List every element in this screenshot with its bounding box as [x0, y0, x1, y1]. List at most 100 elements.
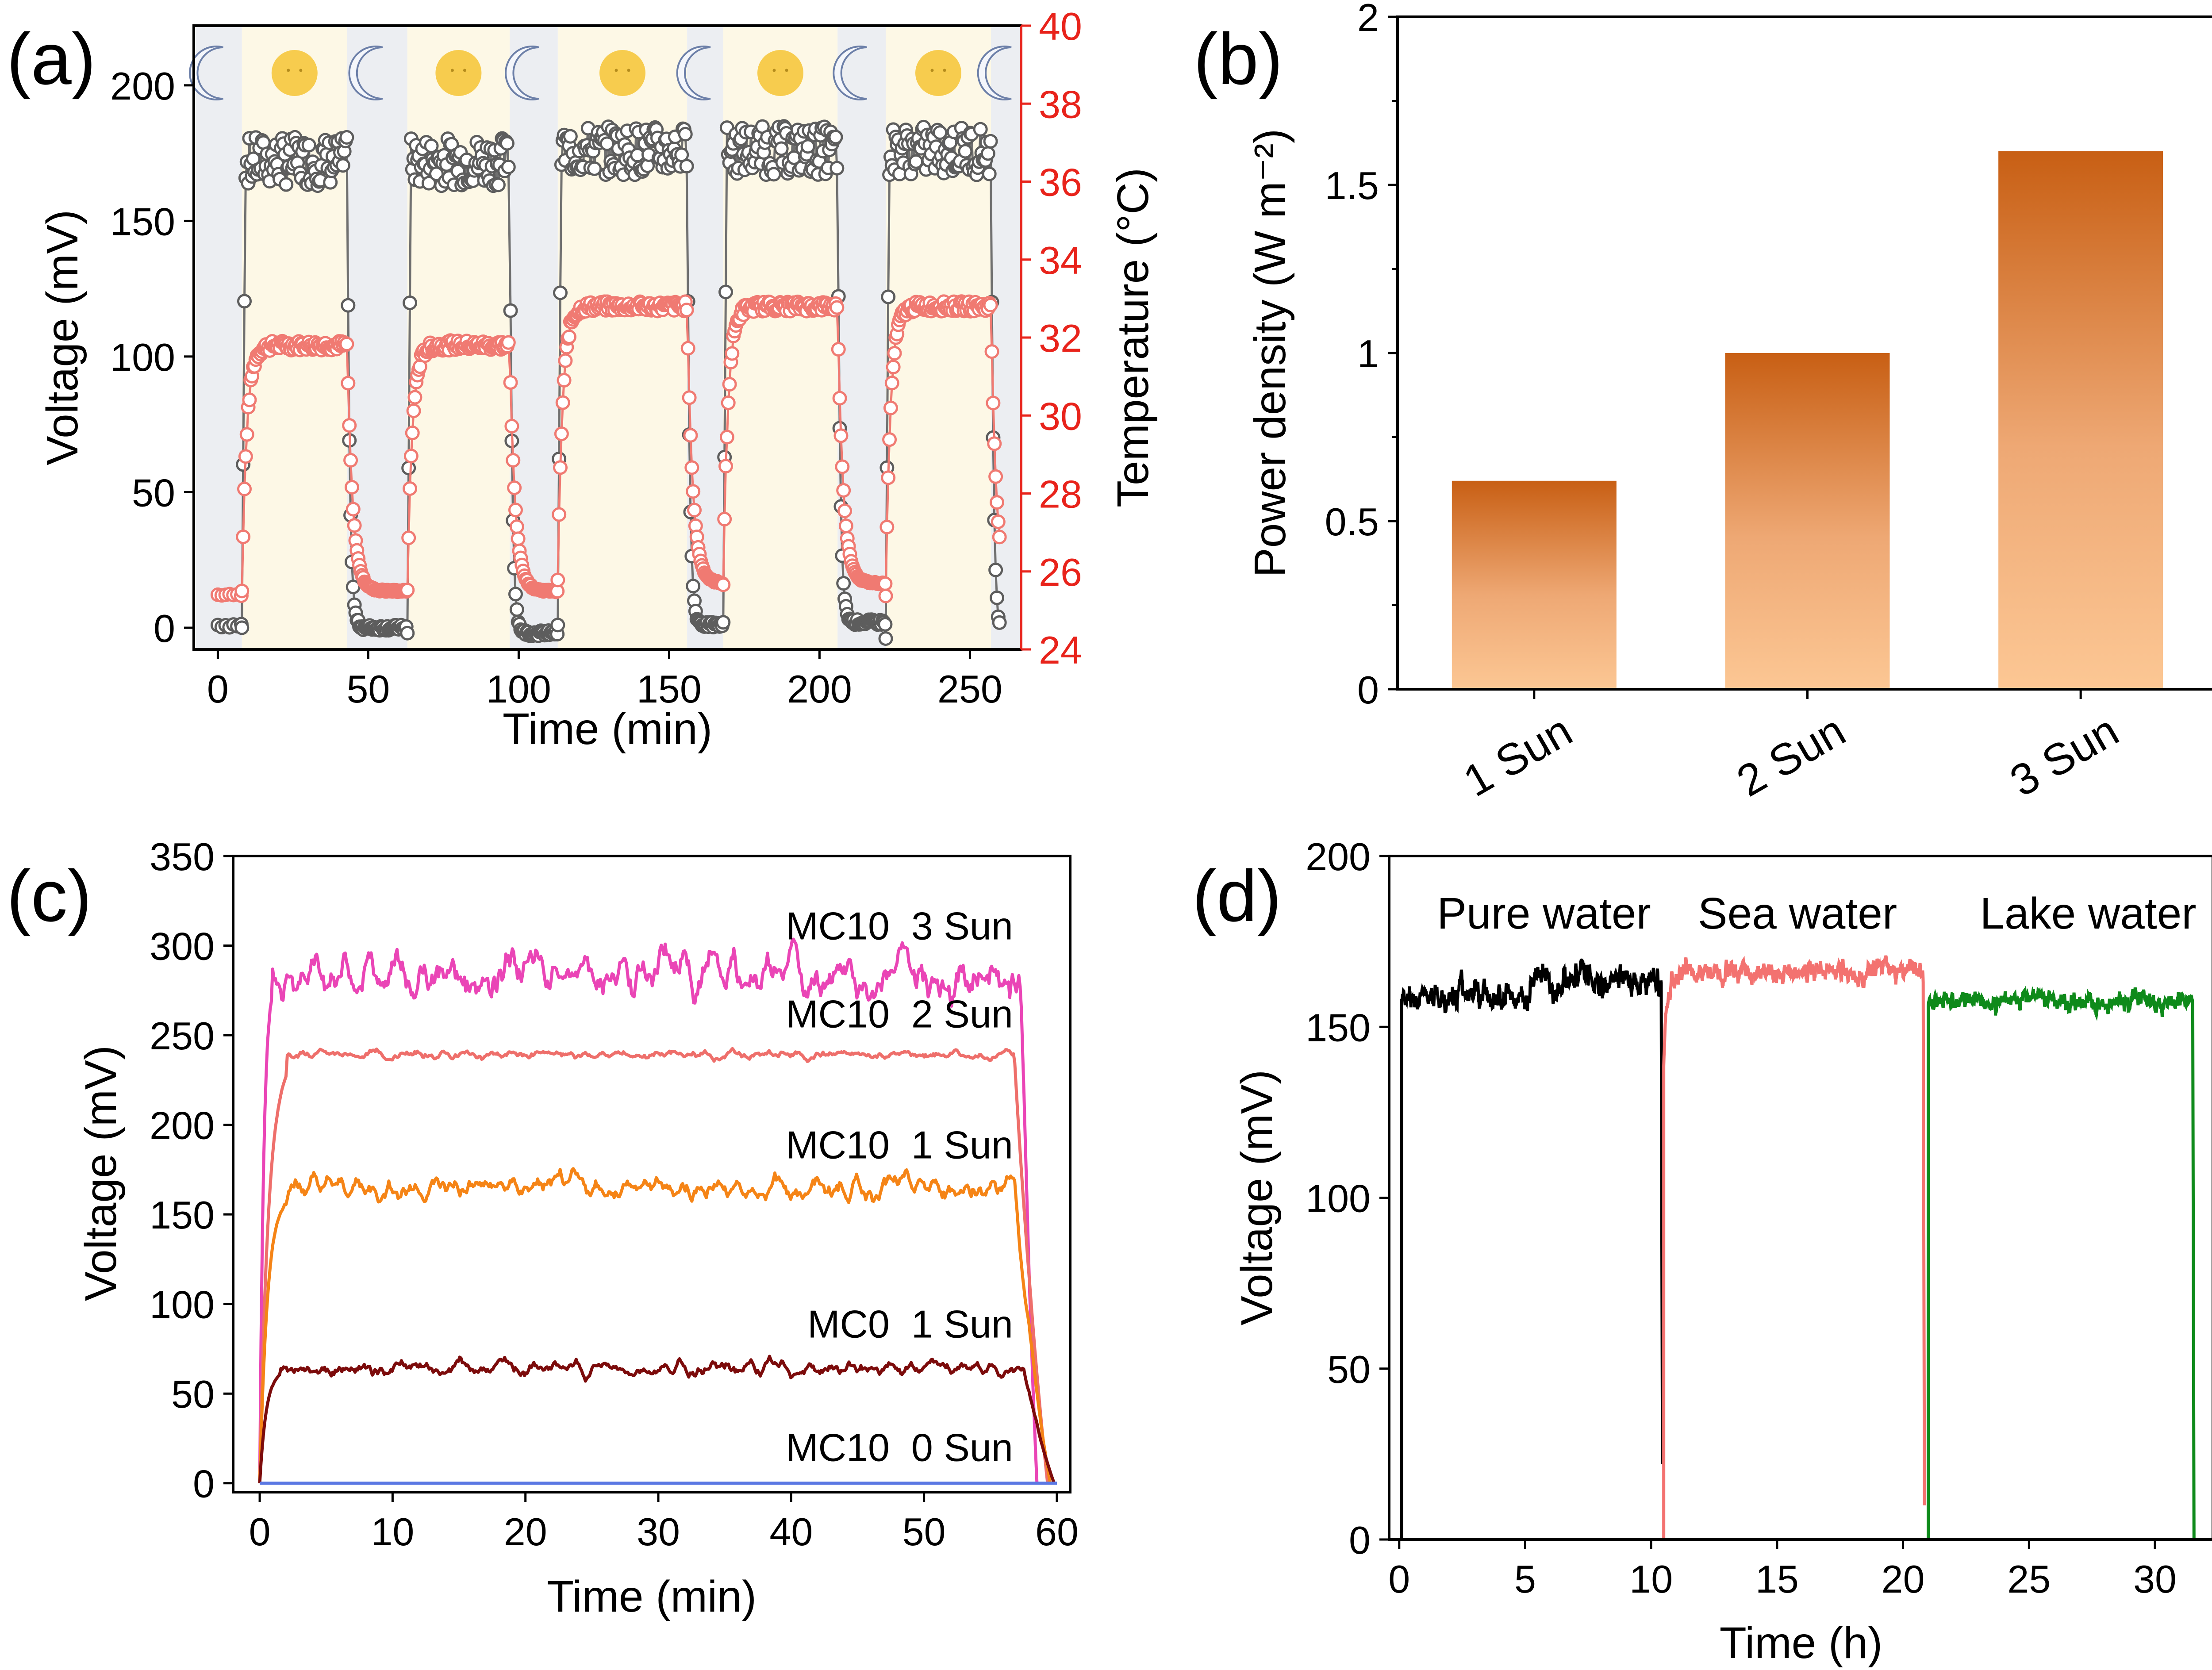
- temperature-point: [884, 376, 899, 391]
- y2-tick-label-a: 32: [1039, 316, 1082, 360]
- temperature-point: [403, 481, 418, 496]
- y2-tick-label-a: 40: [1039, 4, 1082, 48]
- temperature-point: [504, 418, 519, 434]
- y-tick-label-d: 50: [1327, 1348, 1371, 1391]
- temperature-point: [718, 459, 733, 474]
- temperature-point: [837, 503, 853, 518]
- temperature-point: [405, 426, 420, 441]
- temperature-point: [882, 432, 897, 447]
- y2-tick-label-a: 38: [1039, 82, 1082, 126]
- series-1: [1662, 955, 1926, 1539]
- night-band: [194, 26, 242, 649]
- y-tick-label-b: 0.5: [1325, 500, 1379, 544]
- voltage-point: [237, 294, 252, 309]
- voltage-point: [774, 141, 789, 156]
- x-tick-label-a: 50: [346, 667, 390, 711]
- panel-c: (c) MC10 3 Sun MC10 2 Sun MC10 1 Sun MC0 1 …: [7, 835, 1079, 1621]
- voltage-point: [933, 125, 948, 140]
- plot-area-c: MC10 3 Sun MC10 2 Sun MC10 1 Sun MC0 1 Sun M…: [258, 904, 1057, 1485]
- temperature-point: [989, 495, 1004, 510]
- series-voltage: [210, 119, 1007, 646]
- series-line: [258, 1355, 1056, 1484]
- y-axis-label-c: Voltage (mV): [76, 1045, 126, 1301]
- temperature-point: [511, 531, 526, 546]
- temperature-point: [236, 529, 251, 544]
- temperature-point: [403, 449, 419, 464]
- sun-eye: [627, 69, 630, 72]
- y-axis-label-a: Voltage (mV): [38, 210, 87, 465]
- temperature-point: [237, 481, 252, 496]
- sun-eye: [614, 69, 618, 72]
- x-tick-label-c: 30: [637, 1510, 680, 1554]
- series-temperature: [210, 294, 1007, 603]
- y-tick-label-d: 100: [1306, 1177, 1371, 1221]
- sun-icon: [435, 50, 482, 96]
- panel-label-a: (a): [7, 18, 96, 100]
- y-tick-label-a: 100: [110, 335, 175, 379]
- temperature-point: [830, 300, 845, 315]
- temperature-point: [725, 346, 740, 361]
- sun-eye: [299, 69, 303, 72]
- temperature-point: [991, 514, 1006, 530]
- voltage-point: [279, 177, 294, 192]
- moon-icon: [676, 46, 711, 100]
- x-tick-label-d: 20: [1882, 1557, 1925, 1601]
- y2-axis-label-a: Temperature (°C): [1108, 168, 1158, 507]
- series-line: [1662, 955, 1926, 1539]
- sun-disc: [599, 50, 645, 96]
- series-label: MC10 2 Sun: [786, 992, 1013, 1036]
- sun-disc: [271, 50, 318, 96]
- series-0: [258, 937, 1039, 1483]
- y2-tick-label-a: 26: [1039, 550, 1082, 594]
- temperature-point: [833, 428, 849, 443]
- panel-d: (d) Pure water Sea water Lake water 0 5 10 15…: [1192, 835, 2212, 1668]
- series-line: [258, 1167, 1052, 1484]
- y2-tick-label-a: 24: [1039, 628, 1082, 672]
- temperature-point: [831, 342, 846, 357]
- panel-b: (b) 1 Sun 2 Sun 3 Sun 0 0.5 1 1.5 2 Power densi…: [1194, 0, 2212, 806]
- voltage-point: [503, 303, 518, 318]
- temperature-point: [400, 583, 415, 598]
- voltage-point: [983, 134, 998, 149]
- temperature-point: [507, 480, 522, 495]
- x-tick-label-a: 250: [937, 667, 1002, 711]
- sun-eye: [463, 69, 466, 72]
- moon-icon: [833, 46, 868, 100]
- series-label: MC0 1 Sun: [807, 1302, 1013, 1346]
- series-label: MC10 0 Sun: [786, 1426, 1013, 1470]
- temperature-point: [879, 519, 895, 534]
- voltage-point: [973, 122, 988, 137]
- temperature-point: [987, 436, 1002, 451]
- series-label: MC10 3 Sun: [786, 904, 1013, 948]
- y-axis-label-b: Power density (W m⁻²): [1245, 129, 1295, 577]
- voltage-point: [587, 161, 602, 176]
- sun-icon: [599, 50, 645, 96]
- x-axis-label-d: Time (h): [1720, 1618, 1883, 1668]
- temperature-point: [341, 376, 356, 391]
- voltage-point: [980, 146, 995, 161]
- temperature-point: [343, 453, 358, 468]
- temperature-point: [509, 519, 524, 534]
- temperature-point: [983, 298, 998, 313]
- voltage-point: [766, 167, 781, 182]
- y-tick-label-c: 150: [150, 1193, 215, 1237]
- temperature-point: [503, 375, 518, 390]
- voltage-point: [830, 161, 845, 176]
- series-2: [1927, 985, 2196, 1540]
- x-tick-label-b: 2 Sun: [1728, 706, 1853, 806]
- y-tick-label-a: 200: [110, 64, 175, 108]
- x-tick-label-a: 200: [787, 667, 852, 711]
- sun-eye: [772, 69, 776, 72]
- moon-icon: [505, 46, 539, 100]
- bar: [1725, 353, 1890, 689]
- temperature-point: [552, 507, 567, 522]
- sun-eye: [930, 69, 934, 72]
- bar: [1998, 151, 2163, 689]
- moon-shape: [505, 46, 539, 100]
- x-tick-label-d: 5: [1514, 1557, 1536, 1601]
- voltage-point: [509, 602, 524, 617]
- voltage-point: [800, 139, 815, 154]
- x-tick-label-a: 150: [637, 667, 702, 711]
- voltage-point: [988, 562, 1003, 577]
- sun-eye: [785, 69, 788, 72]
